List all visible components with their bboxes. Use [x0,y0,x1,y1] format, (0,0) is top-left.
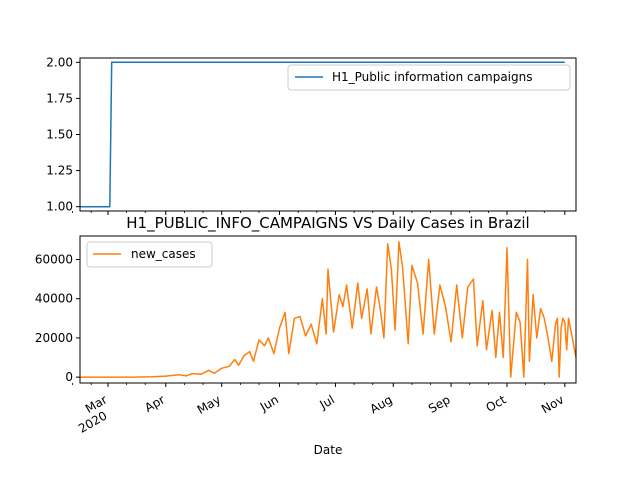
y-tick-label: 1.25 [46,164,73,178]
bottom-legend: new_cases [86,241,213,268]
y-tick-label: 40000 [35,292,73,306]
top-legend: H1_Public information campaigns [287,64,571,91]
y-tick-label: 1.75 [46,91,73,105]
y-tick-label: 0 [65,370,73,384]
top-grid-ticks: 1.00 1.25 1.50 1.75 2.00 [46,55,80,214]
y-tick-label: 60000 [35,253,73,267]
chart-title: H1_PUBLIC_INFO_CAMPAIGNS VS Daily Cases … [126,214,529,233]
top-axes: 1.00 1.25 1.50 1.75 2.00 H1_Public informati… [46,55,577,215]
bottom-legend-box [86,241,213,268]
series-line-H1_Public information campaigns [80,61,565,208]
top-legend-label: H1_Public information campaigns [332,70,532,84]
bottom-plot-area [80,241,577,378]
bottom-y-ticks: 0 20000 40000 60000 [35,253,80,384]
y-tick-label: 1.00 [46,200,73,214]
y-tick-label: 2.00 [46,55,73,69]
bottom-axes-frame [79,235,577,384]
y-tick-label: 1.50 [46,128,73,142]
series-line-new_cases [80,241,577,378]
top-axes-frame [79,57,577,212]
x-tick-label: Jul [317,392,337,412]
top-plot-area [80,61,565,208]
x-axis-label: Date [314,443,343,457]
top-legend-box [287,64,571,91]
y-tick-label: 20000 [35,331,73,345]
bottom-legend-label: new_cases [131,247,196,261]
